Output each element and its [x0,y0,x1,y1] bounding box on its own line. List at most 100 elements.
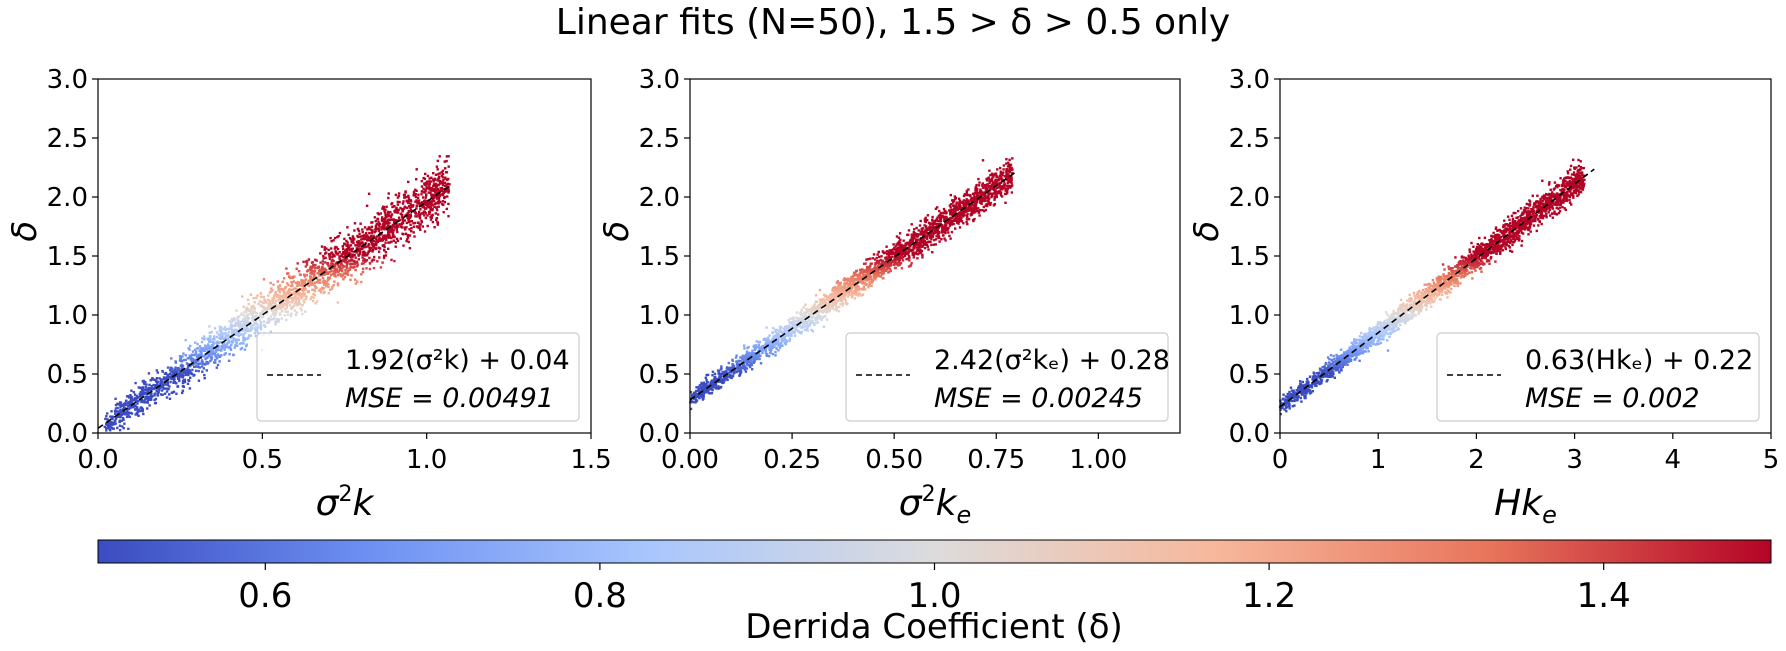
scatter-point [347,259,351,262]
scatter-point [791,330,795,333]
scatter-point [768,355,771,358]
scatter-point [263,324,266,327]
scatter-point [351,236,355,239]
scatter-point [720,367,723,370]
scatter-point [744,370,748,373]
scatter-point [920,233,923,236]
scatter-point [701,395,704,399]
scatter-point [128,415,131,418]
scatter-point [393,205,396,208]
scatter-point [441,187,444,191]
scatter-point [313,281,317,284]
scatter-point [143,399,146,402]
scatter-point [981,159,985,162]
scatter-point [866,270,870,273]
scatter-point [257,302,260,306]
scatter-point [398,200,401,204]
scatter-point [106,426,110,430]
scatter-point [445,159,448,163]
scatter-point [977,209,980,213]
scatter-point [992,204,996,207]
scatter-point [441,193,444,196]
scatter-point [822,315,826,319]
scatter-point [332,270,336,273]
scatter-point [780,336,783,339]
scatter-point [915,241,918,244]
scatter-point [813,323,816,327]
scatter-point [900,267,904,270]
scatter-point [374,229,377,233]
scatter-point [799,311,803,314]
scatter-point [428,183,431,186]
scatter-point [830,295,834,298]
scatter-point [1009,185,1012,188]
scatter-point [137,410,141,413]
scatter-point [889,263,893,266]
scatter-point [136,402,139,405]
scatter-point [304,278,307,281]
scatter-point [207,343,210,346]
scatter-point [386,213,389,216]
scatter-point [788,333,791,337]
scatter-point [991,176,994,180]
scatter-point [352,237,355,241]
scatter-point [431,198,435,201]
scatter-point [320,266,324,269]
scatter-point [951,213,954,217]
scatter-point [322,286,326,290]
scatter-point [859,287,862,291]
scatter-point [165,376,169,379]
scatter-point [241,295,244,298]
scatter-point [230,336,233,340]
scatter-point [954,227,957,230]
scatter-point [242,314,246,317]
scatter-point [312,270,316,274]
scatter-point [150,385,153,388]
scatter-point [197,363,200,366]
scatter-point [432,172,435,175]
scatter-point [126,410,129,414]
scatter-point [892,243,895,246]
scatter-point [182,358,186,362]
scatter-point [120,413,123,416]
scatter-point [440,174,444,177]
scatter-point [948,234,951,238]
scatter-point [825,295,828,298]
scatter-point [786,325,789,328]
scatter-point [295,288,298,291]
scatter-point [1005,170,1008,173]
scatter-point [282,296,285,299]
scatter-point [695,399,698,402]
scatter-point [761,351,764,355]
scatter-point [185,371,188,374]
scatter-point [264,301,268,304]
scatter-point [424,203,428,207]
scatter-point [221,346,225,349]
scatter-point [146,397,149,400]
scatter-point [846,277,850,280]
scatter-point [188,379,191,382]
scatter-point [915,240,918,243]
scatter-point [278,305,281,309]
scatter-point [262,278,266,281]
scatter-point [423,230,427,233]
scatter-point [952,201,955,204]
scatter-point [923,239,927,243]
scatter-point [879,258,883,262]
scatter-point [418,213,422,216]
scatter-point [254,311,257,314]
scatter-point [811,319,814,323]
scatter-point [927,248,930,251]
scatter-point [328,256,331,259]
scatter-point [168,369,172,372]
scatter-point [739,369,742,372]
scatter-point [424,199,427,202]
scatter-point [243,337,247,340]
scatter-point [239,348,243,351]
scatter-point [291,298,294,301]
scatter-point [291,275,294,279]
scatter-point [415,225,419,228]
scatter-point [994,189,997,192]
scatter-point [110,420,113,424]
scatter-point [762,338,765,341]
